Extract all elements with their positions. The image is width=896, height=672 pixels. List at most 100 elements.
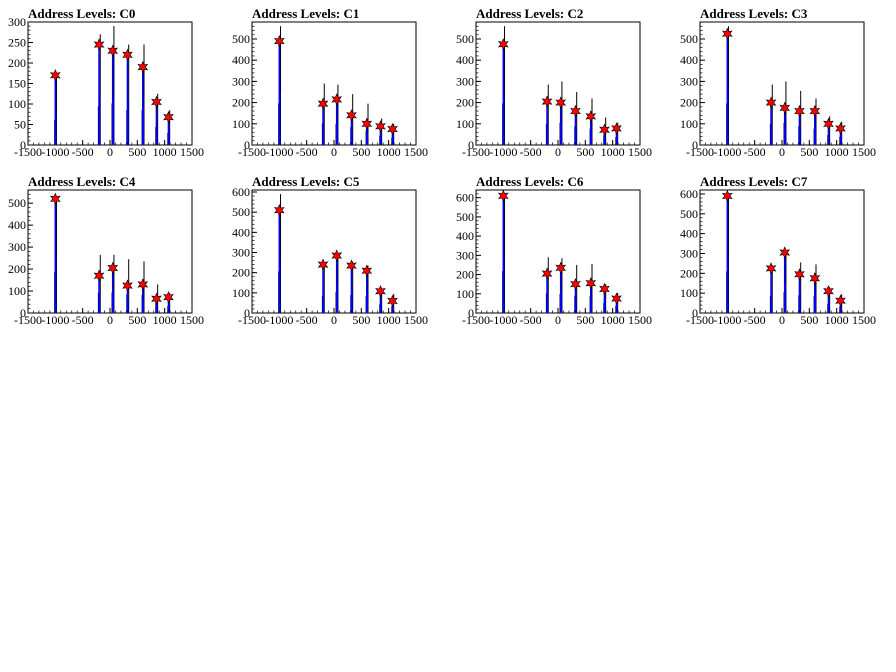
peak-marker [809, 104, 821, 118]
x-tick-label: 1500 [180, 313, 204, 327]
y-tick-label: 0 [468, 306, 474, 320]
x-tick-label: 0 [779, 313, 785, 327]
peak-marker [93, 269, 105, 282]
y-tick-label: 100 [8, 97, 26, 111]
x-tick-label: -1500 [238, 313, 266, 327]
peak-marker [570, 277, 581, 291]
x-tick-label: -500 [744, 145, 766, 159]
x-tick-label: 500 [576, 313, 594, 327]
panel-c0: Address Levels: C0 0 50 100 150 200 250 300 -150… [0, 0, 224, 168]
plot-svg: 0 100 200 300 400 500 -1500 -1000 -500 0 500 1000 15… [680, 21, 876, 159]
y-tick-label: 400 [456, 229, 474, 243]
x-tick-label: 1500 [404, 313, 428, 327]
y-tick-label: 400 [680, 227, 698, 241]
x-tick-label: -500 [72, 313, 94, 327]
y-tick-label: 500 [232, 32, 250, 46]
x-tick-label: -1500 [686, 145, 714, 159]
peak-marker [599, 282, 610, 296]
peak-marker [570, 104, 581, 118]
x-tick-label: 500 [576, 145, 594, 159]
y-tick-label: 100 [680, 286, 698, 300]
x-tick-label: -1000 [41, 145, 69, 159]
plot-frame [27, 21, 193, 146]
panel-title: Address Levels: C3 [700, 6, 808, 21]
y-tick-label: 500 [680, 207, 698, 221]
x-tick-label: -500 [72, 145, 94, 159]
x-tick-label: 1500 [628, 313, 652, 327]
x-tick-label: 0 [107, 145, 113, 159]
x-tick-label: 1500 [852, 145, 876, 159]
x-tick-label: -1500 [14, 145, 42, 159]
peak-marker [361, 117, 373, 130]
peak-marker [835, 294, 846, 307]
y-tick-label: 250 [8, 36, 26, 50]
y-tick-label: 300 [8, 240, 26, 254]
y-tick-label: 300 [456, 74, 474, 88]
peak-marker [49, 192, 61, 205]
y-tick-label: 100 [456, 117, 474, 131]
x-tick-label: 1500 [852, 313, 876, 327]
panel-title: Address Levels: C2 [476, 6, 584, 21]
x-tick-label: -1000 [265, 313, 293, 327]
y-tick-label: 300 [456, 248, 474, 262]
x-tick-label: 1500 [404, 145, 428, 159]
y-tick-label: 300 [680, 246, 698, 260]
x-tick-label: -1500 [14, 313, 42, 327]
peak-marker [794, 268, 805, 281]
x-tick-label: 500 [128, 145, 146, 159]
x-tick-label: -1000 [41, 313, 69, 327]
y-tick-label: 200 [8, 262, 26, 276]
peak-marker [122, 48, 133, 61]
y-tick-label: 200 [456, 96, 474, 110]
peak-marker [721, 27, 733, 40]
x-tick-label: -1000 [489, 313, 517, 327]
peak-marker [585, 277, 597, 290]
peak-marker [107, 261, 119, 275]
y-tick-label: 300 [232, 246, 250, 260]
y-tick-label: 200 [8, 56, 26, 70]
y-tick-label: 500 [8, 196, 26, 210]
peak-marker [93, 38, 105, 51]
panel-c5: Address Levels: C5 0 100 200 300 400 500 600 -15… [224, 168, 448, 336]
x-tick-label: 0 [331, 145, 337, 159]
x-tick-label: -1000 [489, 145, 517, 159]
x-tick-label: -1000 [713, 145, 741, 159]
peak-marker [137, 278, 149, 291]
y-tick-label: 400 [8, 218, 26, 232]
x-tick-label: -500 [296, 145, 318, 159]
peak-marker [497, 189, 509, 202]
x-tick-label: 0 [555, 313, 561, 327]
x-tick-label: 500 [800, 313, 818, 327]
x-tick-label: 0 [779, 145, 785, 159]
x-tick-label: 1500 [628, 145, 652, 159]
x-tick-label: -1500 [462, 313, 490, 327]
y-tick-label: 500 [232, 205, 250, 219]
y-tick-label: 100 [456, 287, 474, 301]
y-tick-label: 400 [232, 225, 250, 239]
peak-marker [317, 258, 329, 271]
y-tick-label: 300 [232, 74, 250, 88]
plot-svg: 0 100 200 300 400 500 -1500 -1000 -500 0 500 1000 15… [456, 21, 652, 159]
x-tick-label: 0 [107, 313, 113, 327]
peak-marker [823, 117, 834, 130]
peak-marker [163, 291, 174, 304]
y-tick-label: 500 [456, 210, 474, 224]
peak-marker [361, 264, 373, 277]
x-tick-label: 1000 [601, 313, 625, 327]
peak-marker [809, 272, 821, 285]
x-tick-label: 0 [331, 313, 337, 327]
plot-svg: 0 100 200 300 400 500 -1500 -1000 -500 0 500 1000 15… [8, 189, 204, 327]
x-tick-label: 1000 [377, 145, 401, 159]
x-tick-label: -1000 [265, 145, 293, 159]
y-tick-label: 100 [232, 286, 250, 300]
x-tick-label: 1000 [153, 145, 177, 159]
peak-marker [331, 249, 343, 262]
peak-marker [599, 123, 610, 136]
y-tick-label: 400 [680, 53, 698, 67]
y-tick-label: 0 [244, 306, 250, 320]
y-tick-label: 100 [232, 117, 250, 131]
x-tick-label: 1000 [377, 313, 401, 327]
peak-marker [721, 189, 733, 203]
x-tick-label: 1500 [180, 145, 204, 159]
x-tick-label: 500 [352, 145, 370, 159]
